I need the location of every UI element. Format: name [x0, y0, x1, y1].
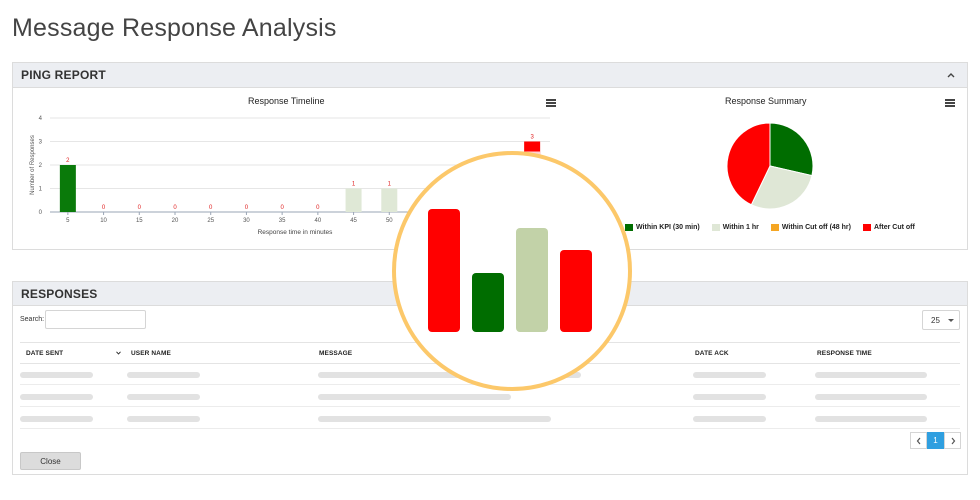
sort-desc-icon[interactable] — [116, 351, 121, 355]
y-axis-label: Number of Responses — [30, 135, 36, 195]
x-tick-label: 40 — [315, 218, 322, 224]
pie-slice[interactable] — [726, 122, 771, 206]
y-tick-label: 1 — [39, 187, 43, 193]
skeleton-cell — [815, 372, 927, 378]
skeleton-cell — [20, 372, 93, 378]
bar-value-label: 0 — [173, 205, 177, 211]
legend-swatch-within-1hr — [711, 224, 720, 231]
logo-bar — [560, 250, 592, 332]
column-user-name[interactable]: USER NAME — [131, 350, 171, 357]
bar — [59, 165, 76, 212]
next-page-button[interactable] — [944, 432, 961, 449]
skeleton-cell — [693, 394, 766, 400]
legend-label-after-cutoff: After Cut off — [873, 224, 915, 231]
bar-value-label: 0 — [102, 205, 106, 211]
page-size-value: 25 — [931, 315, 940, 325]
x-tick-label: 30 — [243, 218, 250, 224]
table-row[interactable] — [20, 408, 960, 429]
summary-chart-title: Response Summary — [725, 96, 807, 106]
skeleton-cell — [815, 394, 927, 400]
x-axis-label: Response time in minutes — [258, 229, 334, 236]
y-tick-label: 3 — [39, 140, 43, 146]
column-date-sent[interactable]: DATE SENT — [26, 350, 64, 357]
responses-title: RESPONSES — [21, 286, 98, 301]
legend-item-within-1hr[interactable]: Within 1 hr — [711, 224, 759, 231]
skeleton-cell — [815, 416, 927, 422]
summary-legend: Within KPI (30 min) Within 1 hr Within C… — [625, 224, 915, 231]
skeleton-cell — [693, 416, 766, 422]
chevron-left-icon — [916, 437, 920, 444]
page-1-button[interactable]: 1 — [927, 432, 944, 449]
bar-value-label: 1 — [388, 182, 392, 188]
x-tick-label: 50 — [386, 218, 393, 224]
skeleton-cell — [127, 372, 200, 378]
bar-value-label: 0 — [209, 205, 213, 211]
page-size-select[interactable]: 25 — [922, 310, 960, 330]
x-tick-label: 25 — [207, 218, 214, 224]
bar-value-label: 0 — [280, 205, 284, 211]
search-label: Search: — [20, 316, 45, 323]
bar-value-label: 0 — [316, 205, 320, 211]
column-message[interactable]: MESSAGE — [319, 350, 353, 357]
skeleton-cell — [20, 394, 93, 400]
legend-item-after-cutoff[interactable]: After Cut off — [862, 224, 915, 231]
timeline-menu-icon[interactable] — [546, 99, 556, 107]
caret-down-icon — [948, 319, 954, 322]
legend-swatch-after-cutoff — [862, 224, 871, 231]
logo-bar — [472, 273, 504, 332]
summary-menu-icon[interactable] — [945, 99, 955, 107]
legend-label-within-kpi: Within KPI (30 min) — [636, 224, 700, 231]
legend-item-within-kpi[interactable]: Within KPI (30 min) — [625, 224, 700, 231]
x-tick-label: 35 — [279, 218, 286, 224]
logo-bar — [428, 209, 460, 332]
x-tick-label: 20 — [172, 218, 179, 224]
chevron-right-icon — [951, 437, 955, 444]
app-logo — [392, 151, 632, 391]
bar-value-label: 0 — [138, 205, 142, 211]
summary-pie-chart — [726, 122, 814, 210]
ping-report-title: PING REPORT — [21, 68, 106, 82]
column-response-time[interactable]: RESPONSE TIME — [817, 350, 872, 357]
bar — [345, 188, 362, 212]
page-title: Message Response Analysis — [12, 14, 337, 42]
skeleton-cell — [318, 372, 581, 378]
table-row[interactable] — [20, 386, 960, 407]
x-tick-label: 5 — [66, 218, 70, 224]
legend-swatch-within-kpi — [625, 224, 633, 231]
y-tick-label: 2 — [39, 163, 43, 169]
bar-value-label: 2 — [66, 158, 70, 164]
legend-label-within-cutoff: Within Cut off (48 hr) — [781, 224, 851, 231]
timeline-chart-title: Response Timeline — [248, 96, 325, 106]
x-tick-label: 10 — [100, 218, 107, 224]
y-tick-label: 4 — [39, 116, 43, 122]
legend-swatch-within-cutoff — [770, 224, 779, 231]
y-tick-label: 0 — [39, 210, 43, 216]
skeleton-cell — [318, 416, 551, 422]
pie-slice[interactable] — [769, 122, 814, 177]
pie-slice[interactable] — [750, 165, 813, 210]
skeleton-cell — [693, 372, 766, 378]
ping-report-header[interactable]: PING REPORT — [13, 63, 967, 88]
bar-value-label: 3 — [530, 135, 534, 141]
x-tick-label: 15 — [136, 218, 143, 224]
pagination: 1 — [910, 432, 961, 449]
chevron-up-icon[interactable] — [945, 69, 957, 81]
legend-label-within-1hr: Within 1 hr — [722, 224, 759, 231]
skeleton-cell — [20, 416, 93, 422]
close-button[interactable]: Close — [20, 452, 81, 470]
bar — [381, 188, 398, 212]
x-tick-label: 45 — [350, 218, 357, 224]
prev-page-button[interactable] — [910, 432, 927, 449]
bar-value-label: 1 — [352, 182, 356, 188]
bar-value-label: 0 — [245, 205, 249, 211]
logo-bar — [516, 228, 548, 332]
skeleton-cell — [127, 394, 200, 400]
legend-item-within-cutoff[interactable]: Within Cut off (48 hr) — [770, 224, 851, 231]
skeleton-cell — [318, 394, 511, 400]
search-input[interactable] — [45, 310, 146, 329]
column-date-ack[interactable]: DATE ACK — [695, 350, 729, 357]
skeleton-cell — [127, 416, 200, 422]
